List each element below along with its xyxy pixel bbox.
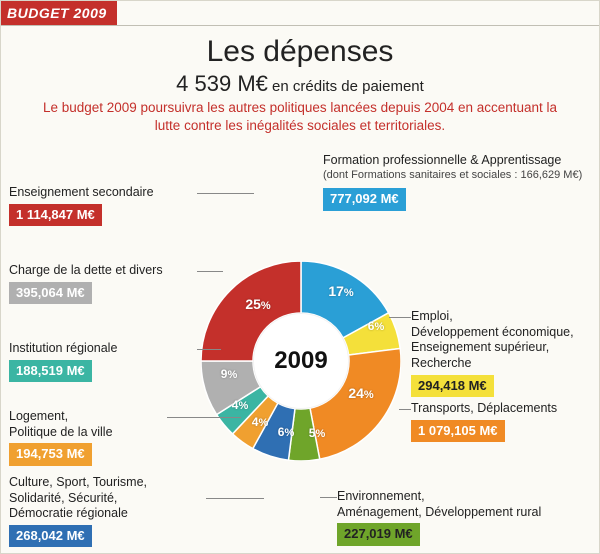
subtitle-unit: en crédits de paiement (268, 78, 424, 95)
leader-line (399, 409, 411, 410)
label-text: Charge de la dette et divers (9, 263, 163, 277)
label-text: Développement économique, (411, 325, 574, 339)
pct-institution: 4% (232, 398, 248, 412)
subtitle: 4 539 M€ en crédits de paiement (1, 71, 599, 97)
donut-chart: 2009 (201, 261, 401, 461)
label-text: Démocratie régionale (9, 506, 128, 520)
amount-badge-formation: 777,092 M€ (323, 188, 406, 210)
label-text: Culture, Sport, Tourisme, (9, 475, 147, 489)
label-text: Aménagement, Développement rural (337, 505, 541, 519)
rule (1, 25, 599, 26)
amount-badge-transports: 1 079,105 M€ (411, 420, 505, 442)
label-emploi: Emploi, Développement économique,Enseigne… (411, 309, 593, 397)
label-text: Politique de la ville (9, 425, 113, 439)
amount-badge-emploi: 294,418 M€ (411, 375, 494, 397)
amount-badge-logement: 194,753 M€ (9, 443, 92, 465)
label-logement: Logement, Politique de la ville 194,753 M€ (9, 409, 179, 466)
leader-line (389, 317, 411, 318)
pct-enseignement: 25% (245, 296, 270, 312)
leader-line (197, 349, 221, 350)
pct-emploi: 6% (368, 319, 384, 333)
header-badge: BUDGET 2009 (1, 1, 117, 25)
label-text: Solidarité, Sécurité, (9, 491, 117, 505)
label-enseignement: Enseignement secondaire 1 114,847 M€ (9, 185, 209, 226)
label-text: Environnement, (337, 489, 425, 503)
label-institution: Institution régionale 188,519 M€ (9, 341, 179, 382)
pct-dette: 9% (221, 367, 237, 381)
amount-badge-institution: 188,519 M€ (9, 360, 92, 382)
label-text: Emploi, (411, 309, 453, 323)
label-text: Formation professionnelle & Apprentissag… (323, 153, 561, 167)
label-text: Logement, (9, 409, 68, 423)
pct-culture: 6% (278, 425, 294, 439)
label-transports: Transports, Déplacements 1 079,105 M€ (411, 401, 591, 442)
leader-line (206, 498, 264, 499)
leader-line (320, 497, 337, 498)
label-text: Enseignement supérieur, (411, 340, 549, 354)
donut-center-year: 2009 (253, 313, 349, 409)
intro-text: Le budget 2009 poursuivra les autres pol… (31, 99, 569, 135)
label-culture: Culture, Sport, Tourisme, Solidarité, Séc… (9, 475, 209, 547)
label-text: Transports, Déplacements (411, 401, 557, 415)
label-environnement: Environnement, Aménagement, Développement… (337, 489, 597, 546)
amount-badge-dette: 395,064 M€ (9, 282, 92, 304)
amount-badge-environnement: 227,019 M€ (337, 523, 420, 545)
pct-logement: 4% (252, 415, 268, 429)
pct-environnement: 5% (309, 426, 325, 440)
page-title: Les dépenses (1, 35, 599, 69)
pct-formation: 17% (328, 283, 353, 299)
label-dette: Charge de la dette et divers 395,064 M€ (9, 263, 209, 304)
label-text: Recherche (411, 356, 471, 370)
label-formation: Formation professionnelle & Apprentissag… (323, 153, 593, 211)
label-text: Institution régionale (9, 341, 117, 355)
subtitle-amount: 4 539 M€ (176, 71, 268, 96)
label-note: (dont Formations sanitaires et sociales … (323, 169, 593, 183)
pct-transports: 24% (348, 385, 373, 401)
amount-badge-enseignement: 1 114,847 M€ (9, 204, 102, 226)
label-text: Enseignement secondaire (9, 185, 154, 199)
amount-badge-culture: 268,042 M€ (9, 525, 92, 547)
